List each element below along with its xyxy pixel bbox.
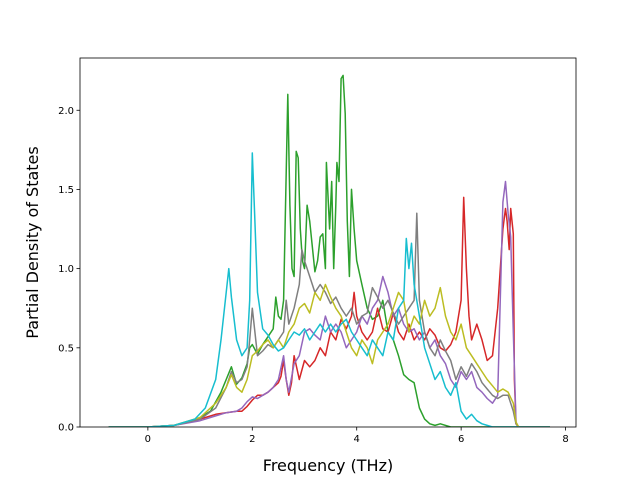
x-tick-label: 6 [458,434,464,445]
series-line-1 [108,74,550,427]
x-tick-label: 8 [562,434,568,445]
y-tick-label: 2.0 [58,106,74,117]
series-line-4 [108,212,550,427]
y-tick-label: 1.5 [58,185,74,196]
y-axis-ticks: 0.0 0.5 1.0 1.5 2.0 [58,106,80,434]
y-tick-label: 1.0 [58,264,74,275]
plot-frame [79,57,577,428]
series-line-6 [108,152,550,427]
series-line-5 [108,283,550,427]
series-line-3 [108,180,550,427]
y-axis-label: Partial Density of States [23,146,42,338]
x-tick-label: 0 [145,434,151,445]
x-tick-label: 2 [249,434,255,445]
x-tick-label: 4 [354,434,360,445]
y-tick-label: 0.5 [58,343,74,354]
y-tick-label: 0.0 [58,423,74,434]
x-axis-label: Frequency (THz) [263,456,393,475]
x-axis-ticks: 0 2 4 6 8 [145,427,569,445]
series-layer [108,74,550,427]
